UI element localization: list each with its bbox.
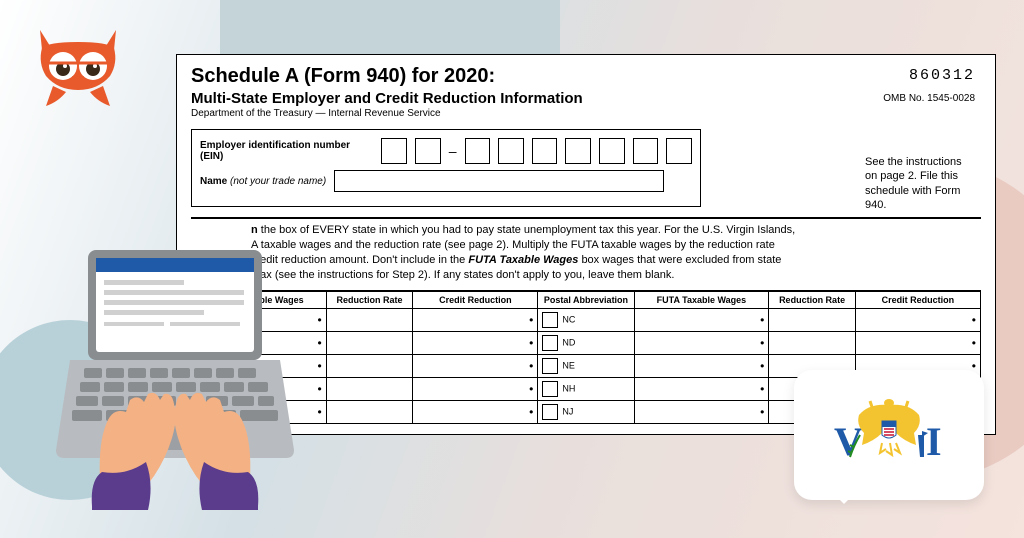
form-subtitle: Multi-State Employer and Credit Reductio… — [191, 90, 981, 107]
cell-postal[interactable]: NE — [538, 355, 634, 378]
laptop-illustration — [30, 240, 320, 530]
col-credit-reduction-2: Credit Reduction — [855, 291, 980, 309]
owl-logo — [28, 28, 128, 118]
cell-credit[interactable]: • — [413, 355, 538, 378]
ein-box[interactable] — [565, 138, 591, 164]
cell-credit[interactable]: • — [413, 332, 538, 355]
svg-text:V: V — [834, 419, 863, 464]
cell-rate-2 — [769, 309, 856, 332]
col-credit-reduction: Credit Reduction — [413, 291, 538, 309]
ein-dash: – — [449, 143, 457, 159]
cell-postal[interactable]: NH — [538, 378, 634, 401]
cell-credit-2[interactable]: • — [855, 332, 980, 355]
cell-futa-2[interactable]: • — [634, 355, 769, 378]
cell-rate — [326, 309, 413, 332]
cell-rate-2 — [769, 332, 856, 355]
cell-postal[interactable]: NC — [538, 309, 634, 332]
cell-futa-2[interactable]: • — [634, 378, 769, 401]
col-reduction-rate-2: Reduction Rate — [769, 291, 856, 309]
cell-rate — [326, 332, 413, 355]
form-department: Department of the Treasury — Internal Re… — [191, 108, 981, 119]
cell-credit[interactable]: • — [413, 378, 538, 401]
ein-box[interactable] — [532, 138, 558, 164]
svg-text:I: I — [926, 419, 942, 464]
form-number: 860312 — [909, 67, 975, 84]
col-futa-wages-2: FUTA Taxable Wages — [634, 291, 769, 309]
ein-box[interactable] — [381, 138, 407, 164]
side-instructions: See the instructions on page 2. File thi… — [865, 155, 975, 212]
ein-box[interactable] — [465, 138, 491, 164]
ein-box[interactable] — [498, 138, 524, 164]
col-reduction-rate: Reduction Rate — [326, 291, 413, 309]
name-input[interactable] — [334, 170, 664, 192]
ein-box[interactable] — [666, 138, 692, 164]
ein-box[interactable] — [633, 138, 659, 164]
cell-rate — [326, 355, 413, 378]
cell-futa-2[interactable]: • — [634, 309, 769, 332]
omb-number: OMB No. 1545-0028 — [883, 93, 975, 104]
ein-label: Employer identification number (EIN) — [200, 140, 373, 162]
cell-futa-2[interactable]: • — [634, 401, 769, 424]
cell-rate — [326, 378, 413, 401]
ein-box[interactable] — [415, 138, 441, 164]
flag-bubble: V I — [794, 370, 984, 500]
cell-postal[interactable]: ND — [538, 332, 634, 355]
name-label: Name (not your trade name) — [200, 176, 326, 187]
cell-credit-2[interactable]: • — [855, 309, 980, 332]
cell-postal[interactable]: NJ — [538, 401, 634, 424]
col-postal: Postal Abbreviation — [538, 291, 634, 309]
cell-credit[interactable]: • — [413, 309, 538, 332]
usvi-flag-icon: V I — [794, 370, 984, 500]
cell-rate — [326, 401, 413, 424]
ein-box[interactable] — [599, 138, 625, 164]
ein-block: Employer identification number (EIN) – N… — [191, 129, 701, 207]
cell-credit[interactable]: • — [413, 401, 538, 424]
cell-futa-2[interactable]: • — [634, 332, 769, 355]
form-title: Schedule A (Form 940) for 2020: — [191, 65, 981, 88]
